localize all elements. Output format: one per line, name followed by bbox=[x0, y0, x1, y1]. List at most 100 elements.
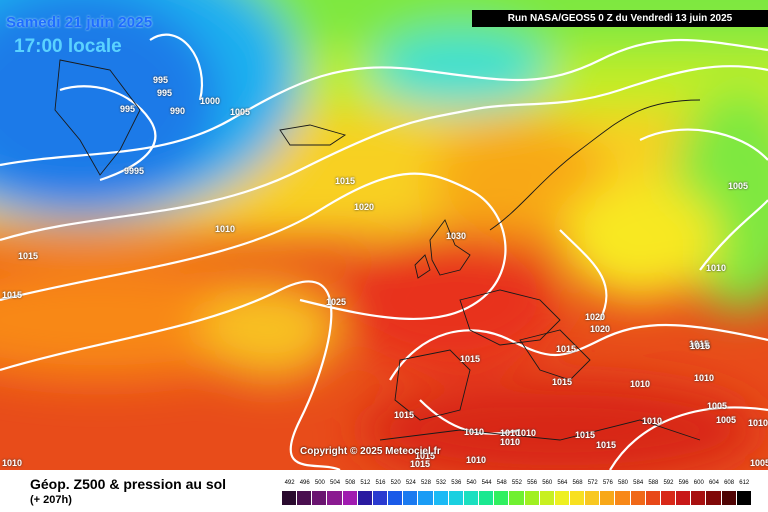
isobar-label: 1010 bbox=[500, 437, 521, 447]
geopotential-field bbox=[0, 0, 768, 470]
scale-swatch bbox=[676, 491, 692, 505]
scale-label: 520 bbox=[390, 480, 401, 486]
scale-swatch bbox=[297, 491, 313, 505]
scale-swatch bbox=[372, 491, 389, 505]
color-scale-labels: 492 496 500 504 508 512 516 520 524 528 532 536 540 5… bbox=[282, 478, 752, 489]
scale-label: 584 bbox=[633, 480, 644, 486]
isobar-label: 1010 bbox=[642, 416, 663, 426]
scale-label: 588 bbox=[648, 480, 659, 486]
isobar-label: 1015 bbox=[2, 290, 23, 300]
isobar-label: 1015 bbox=[556, 344, 577, 354]
scale-label: 532 bbox=[436, 480, 447, 486]
scale-swatch bbox=[524, 491, 540, 505]
scale-label: 596 bbox=[678, 480, 689, 486]
scale-label: 504 bbox=[330, 480, 341, 486]
scale-label: 592 bbox=[663, 480, 674, 486]
scale-label: 564 bbox=[557, 480, 568, 486]
scale-label: 560 bbox=[542, 480, 553, 486]
model-run-info: Run NASA/GEOS5 0 Z du Vendredi 13 juin 2… bbox=[472, 10, 768, 27]
scale-label: 544 bbox=[481, 480, 492, 486]
scale-swatch bbox=[342, 491, 358, 505]
scale-swatch bbox=[569, 491, 586, 505]
copyright-notice: Copyright © 2025 Meteociel.fr bbox=[300, 446, 441, 457]
isobar-label: 1005 bbox=[728, 181, 749, 191]
forecast-date: Samedi 21 juin 2025 bbox=[6, 14, 153, 31]
isobar-label: 1010 bbox=[464, 427, 485, 437]
scale-label: 600 bbox=[693, 480, 704, 486]
scale-swatch bbox=[706, 491, 722, 505]
scale-label: 572 bbox=[587, 480, 598, 486]
scale-swatch bbox=[357, 491, 373, 505]
scale-label: 556 bbox=[527, 480, 538, 486]
scale-swatch bbox=[448, 491, 464, 505]
isobar-label: 1020 bbox=[590, 324, 611, 334]
legend-footer: Géop. Z500 & pression au sol (+ 207h) 49… bbox=[0, 470, 768, 512]
isobar-label: 9995 bbox=[124, 166, 145, 176]
scale-swatch bbox=[463, 491, 480, 505]
isobar-label: 1030 bbox=[446, 231, 467, 241]
scale-label: 552 bbox=[511, 480, 522, 486]
scale-label: 508 bbox=[345, 480, 356, 486]
isobar-label: 990 bbox=[170, 106, 186, 116]
lead-time: (+ 207h) bbox=[30, 494, 72, 506]
isobar-label: 1015 bbox=[415, 451, 436, 461]
scale-swatch bbox=[403, 491, 419, 505]
color-scale: 492 496 500 504 508 512 516 520 524 528 532 536 540 5… bbox=[282, 478, 752, 510]
scale-swatch bbox=[645, 491, 661, 505]
scale-swatch bbox=[721, 491, 737, 505]
scale-swatch bbox=[418, 491, 434, 505]
color-scale-bar bbox=[282, 491, 752, 505]
isobar-label: 1010 bbox=[706, 263, 727, 273]
isobar-label: 1000 bbox=[200, 96, 221, 106]
scale-swatch bbox=[615, 491, 631, 505]
isobars bbox=[0, 33, 768, 470]
isobar-label: 1010 bbox=[516, 428, 537, 438]
isobar-label: 1015 bbox=[18, 251, 39, 261]
scale-label: 524 bbox=[405, 480, 416, 486]
isobar-label: 1015 bbox=[394, 410, 415, 420]
scale-label: 492 bbox=[284, 480, 295, 486]
isobar-label: 1010 bbox=[694, 373, 715, 383]
isobar-label: 1010 bbox=[2, 458, 23, 468]
scale-label: 548 bbox=[496, 480, 507, 486]
scale-label: 528 bbox=[420, 480, 431, 486]
scale-swatch bbox=[539, 491, 555, 505]
isobar-label: 1005 bbox=[716, 415, 737, 425]
isobar-label: 1015 bbox=[689, 339, 710, 349]
isobar-label: 1010 bbox=[630, 379, 651, 389]
scale-swatch bbox=[630, 491, 646, 505]
isobar-label: 1015 bbox=[690, 341, 711, 351]
scale-swatch bbox=[312, 491, 328, 505]
isobar-label: 1020 bbox=[585, 312, 606, 322]
scale-swatch bbox=[282, 491, 298, 505]
weather-map: Samedi 21 juin 2025 17:00 locale Run NAS… bbox=[0, 0, 768, 470]
scale-swatch bbox=[554, 491, 570, 505]
isobar-label: 1010 bbox=[748, 418, 768, 428]
scale-label: 568 bbox=[572, 480, 583, 486]
scale-swatch bbox=[600, 491, 616, 505]
isobar-label: 1015 bbox=[575, 430, 596, 440]
isobar-label: 1005 bbox=[230, 107, 251, 117]
scale-swatch bbox=[388, 491, 404, 505]
isobar-label: 1020 bbox=[354, 202, 375, 212]
isobar-label: 995 bbox=[153, 75, 169, 85]
isobar-label: 1015 bbox=[690, 341, 711, 351]
scale-label: 496 bbox=[299, 480, 310, 486]
scale-label: 540 bbox=[466, 480, 477, 486]
isobar-label: 1015 bbox=[335, 176, 356, 186]
scale-swatch bbox=[509, 491, 525, 505]
scale-swatch bbox=[736, 491, 752, 505]
isobar-label: 1015 bbox=[596, 440, 617, 450]
isobar-label: 1010 bbox=[215, 224, 236, 234]
isobar-label: 1005 bbox=[750, 458, 768, 468]
scale-label: 612 bbox=[739, 480, 750, 486]
scale-swatch bbox=[433, 491, 449, 505]
scale-label: 516 bbox=[375, 480, 386, 486]
isobar-label: 1025 bbox=[326, 297, 347, 307]
scale-swatch bbox=[479, 491, 495, 505]
scale-label: 576 bbox=[602, 480, 613, 486]
scale-label: 604 bbox=[708, 480, 719, 486]
isobar-label: 1005 bbox=[707, 401, 728, 411]
isobar-label: 1015 bbox=[460, 354, 481, 364]
scale-swatch bbox=[585, 491, 601, 505]
